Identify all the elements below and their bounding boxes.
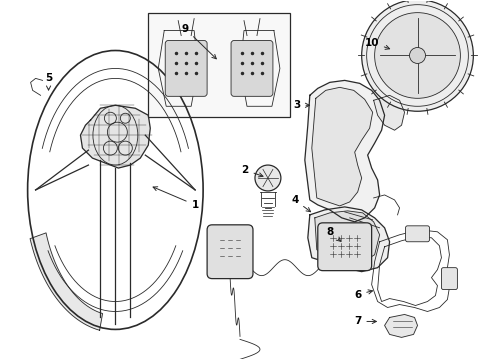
Bar: [148, 13, 290, 117]
Text: 5: 5: [45, 73, 52, 90]
Polygon shape: [308, 207, 390, 272]
Polygon shape: [240, 31, 280, 106]
Polygon shape: [385, 315, 417, 337]
Ellipse shape: [362, 0, 473, 111]
Text: 1: 1: [153, 187, 199, 210]
Circle shape: [255, 165, 281, 191]
Text: 6: 6: [354, 289, 372, 300]
Text: 7: 7: [354, 316, 376, 327]
Ellipse shape: [375, 13, 461, 98]
Circle shape: [410, 48, 425, 63]
Polygon shape: [374, 95, 405, 130]
Text: 2: 2: [242, 165, 263, 177]
Text: 3: 3: [293, 100, 310, 110]
Text: 4: 4: [291, 195, 311, 212]
Polygon shape: [30, 233, 102, 330]
Polygon shape: [305, 80, 385, 222]
Polygon shape: [158, 31, 198, 106]
Text: 8: 8: [326, 227, 341, 241]
Polygon shape: [315, 211, 380, 263]
FancyBboxPatch shape: [441, 268, 457, 289]
FancyBboxPatch shape: [406, 226, 429, 242]
FancyBboxPatch shape: [231, 41, 273, 96]
FancyBboxPatch shape: [207, 225, 253, 279]
FancyBboxPatch shape: [165, 41, 207, 96]
Polygon shape: [312, 87, 372, 206]
FancyBboxPatch shape: [318, 223, 371, 271]
Polygon shape: [80, 105, 150, 168]
Text: 10: 10: [365, 37, 390, 49]
Text: 9: 9: [182, 24, 216, 59]
